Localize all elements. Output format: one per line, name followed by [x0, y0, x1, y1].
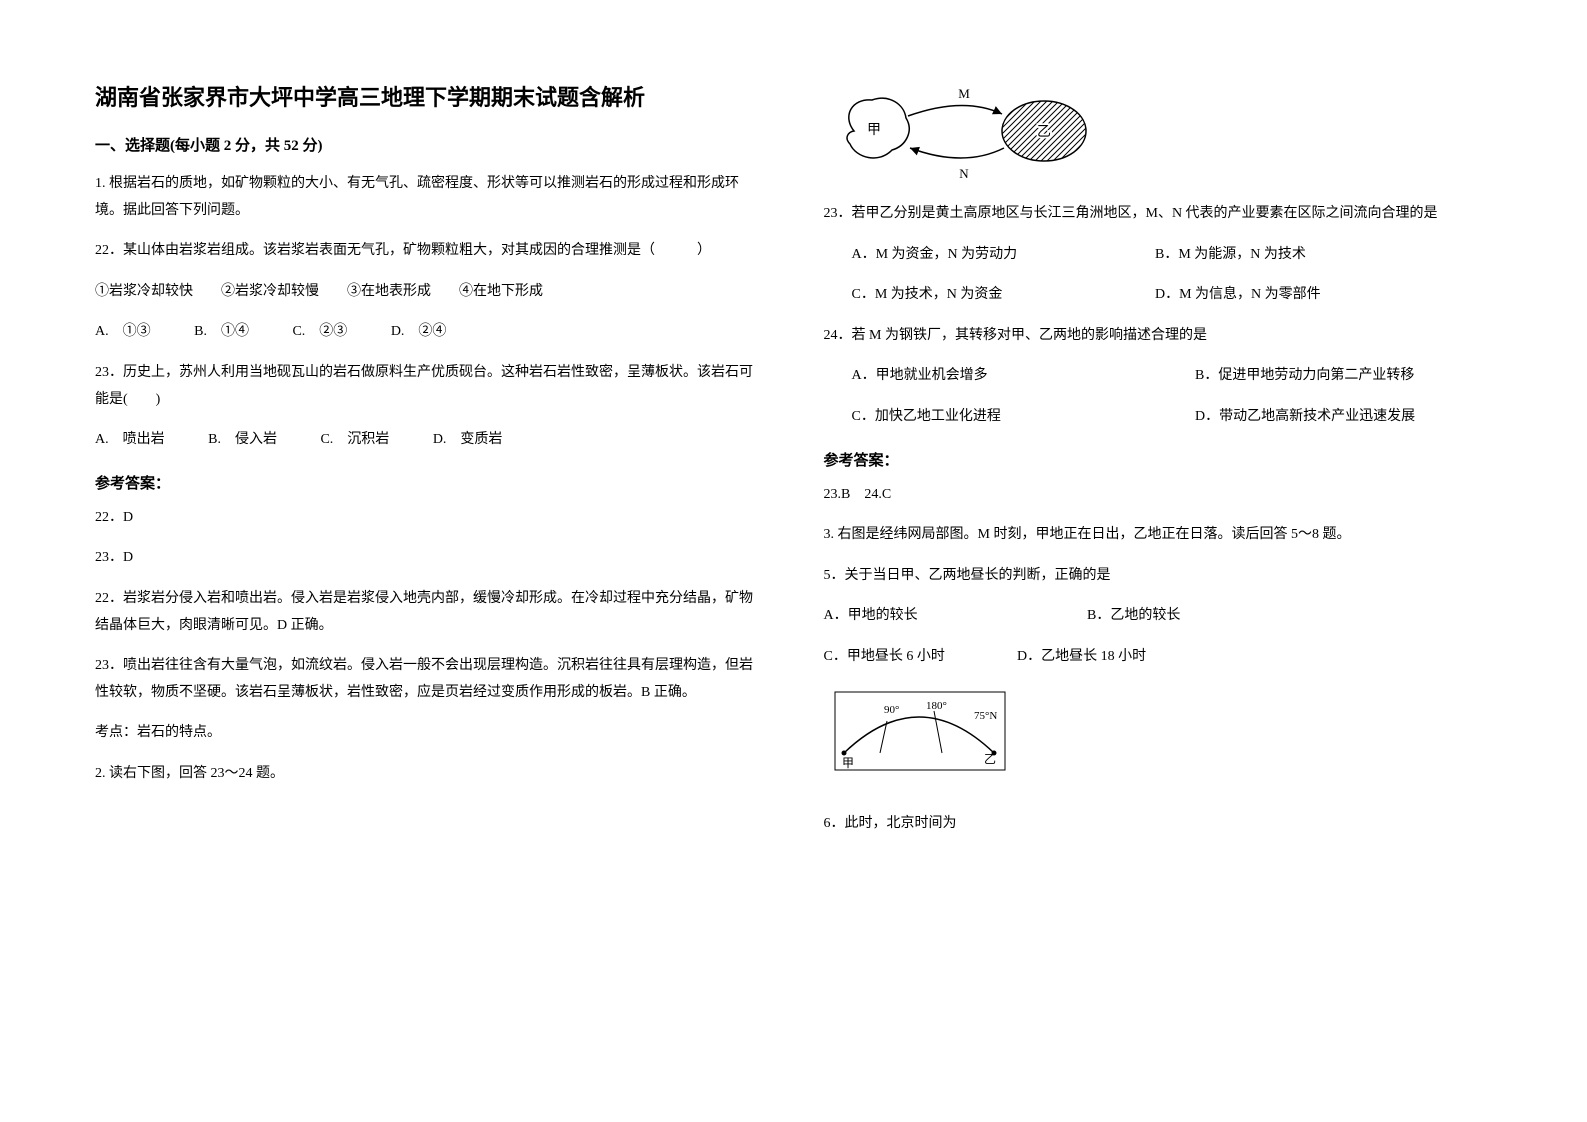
r-q24-opt-a: A．甲地就业机会增多 — [852, 363, 1152, 390]
q5-opt-d: D．乙地昼长 18 小时 — [1017, 644, 1146, 671]
q23-opt-a: A. 喷出岩 — [95, 427, 165, 454]
r-q24-opt-b: B．促进甲地劳动力向第二产业转移 — [1195, 363, 1414, 390]
q5-opt-c: C．甲地昼长 6 小时 — [824, 644, 994, 671]
q5-row1: A．甲地的较长 B．乙地的较长 — [824, 603, 1493, 630]
r-q23-opt-a: A．M 为资金，N 为劳动力 — [852, 242, 1112, 269]
svg-text:N: N — [959, 166, 969, 181]
svg-text:M: M — [958, 86, 970, 101]
r-q23-opt-d: D．M 为信息，N 为零部件 — [1155, 282, 1321, 309]
svg-text:甲: 甲 — [842, 756, 854, 770]
r-answer: 23.B 24.C — [824, 482, 1493, 509]
r-q24-text: 24．若 M 为钢铁厂，其转移对甲、乙两地的影响描述合理的是 — [824, 323, 1493, 350]
q22-opt-c: C. ②③ — [292, 319, 347, 346]
q22-opt-b: B. ①④ — [194, 319, 249, 346]
explain-23: 23．喷出岩往往含有大量气泡，如流纹岩。侵入岩一般不会出现层理构造。沉积岩往往具… — [95, 653, 764, 706]
q3-intro: 3. 右图是经纬网局部图。M 时刻，甲地正在日出，乙地正在日落。读后回答 5～8… — [824, 522, 1493, 549]
svg-text:180°: 180° — [926, 700, 947, 712]
q23-text: 23．历史上，苏州人利用当地砚瓦山的岩石做原料生产优质砚台。这种岩石岩性致密，呈… — [95, 360, 764, 413]
r-q24-row1: A．甲地就业机会增多 B．促进甲地劳动力向第二产业转移 — [824, 363, 1493, 390]
q6-text: 6．此时，北京时间为 — [824, 811, 1493, 838]
svg-text:甲: 甲 — [867, 123, 881, 138]
r-answer-label: 参考答案： — [824, 449, 1493, 470]
r-q23-row2: C．M 为技术，N 为资金 D．M 为信息，N 为零部件 — [824, 282, 1493, 309]
svg-text:90°: 90° — [884, 704, 899, 716]
explain-point: 考点：岩石的特点。 — [95, 720, 764, 747]
q22-opt-d: D. ②④ — [391, 319, 447, 346]
answer-22: 22．D — [95, 505, 764, 532]
r-q23-row1: A．M 为资金，N 为劳动力 B．M 为能源，N 为技术 — [824, 242, 1493, 269]
svg-text:乙: 乙 — [1037, 124, 1051, 140]
q22-text: 22．某山体由岩浆岩组成。该岩浆岩表面无气孔，矿物颗粒粗大，对其成因的合理推测是… — [95, 238, 764, 265]
q22-opt-a: A. ①③ — [95, 319, 151, 346]
section-header: 一、选择题(每小题 2 分，共 52 分) — [95, 134, 764, 155]
r-q23-text: 23．若甲乙分别是黄土高原地区与长江三角洲地区，M、N 代表的产业要素在区际之间… — [824, 201, 1493, 228]
svg-text:乙: 乙 — [984, 752, 996, 766]
q5-text: 5．关于当日甲、乙两地昼长的判断，正确的是 — [824, 563, 1493, 590]
q23-options: A. 喷出岩 B. 侵入岩 C. 沉积岩 D. 变质岩 — [95, 427, 764, 454]
r-q24-row2: C．加快乙地工业化进程 D．带动乙地高新技术产业迅速发展 — [824, 404, 1493, 431]
q22-options: A. ①③ B. ①④ C. ②③ D. ②④ — [95, 319, 764, 346]
answer-23: 23．D — [95, 545, 764, 572]
q2-intro: 2. 读右下图，回答 23～24 题。 — [95, 761, 764, 788]
q5-opt-b: B．乙地的较长 — [1087, 603, 1180, 630]
left-column: 湖南省张家界市大坪中学高三地理下学期期末试题含解析 一、选择题(每小题 2 分，… — [95, 80, 764, 851]
right-column: 甲 乙 乙 M N 23．若甲乙分别是黄土高原地区与长江三角洲地区，M、N 代表… — [824, 80, 1493, 851]
q1-intro: 1. 根据岩石的质地，如矿物颗粒的大小、有无气孔、疏密程度、形状等可以推测岩石的… — [95, 171, 764, 224]
q23-opt-c: C. 沉积岩 — [320, 427, 389, 454]
globe-diagram: 90° 180° 75°N 甲 乙 — [834, 691, 1493, 781]
r-q24-opt-d: D．带动乙地高新技术产业迅速发展 — [1195, 404, 1415, 431]
q23-opt-d: D. 变质岩 — [433, 427, 503, 454]
q5-row2: C．甲地昼长 6 小时 D．乙地昼长 18 小时 — [824, 644, 1493, 671]
q22-conditions: ①岩浆冷却较快 ②岩浆冷却较慢 ③在地表形成 ④在地下形成 — [95, 279, 764, 306]
explain-22: 22．岩浆岩分侵入岩和喷出岩。侵入岩是岩浆侵入地壳内部，缓慢冷却形成。在冷却过程… — [95, 586, 764, 639]
r-q23-opt-b: B．M 为能源，N 为技术 — [1155, 242, 1306, 269]
q5-opt-a: A．甲地的较长 — [824, 603, 1044, 630]
flow-diagram: 甲 乙 乙 M N — [834, 86, 1493, 181]
r-q23-opt-c: C．M 为技术，N 为资金 — [852, 282, 1112, 309]
r-q24-opt-c: C．加快乙地工业化进程 — [852, 404, 1152, 431]
answer-label: 参考答案： — [95, 472, 764, 493]
q23-opt-b: B. 侵入岩 — [208, 427, 277, 454]
svg-text:75°N: 75°N — [974, 710, 997, 722]
page-title: 湖南省张家界市大坪中学高三地理下学期期末试题含解析 — [95, 80, 764, 112]
